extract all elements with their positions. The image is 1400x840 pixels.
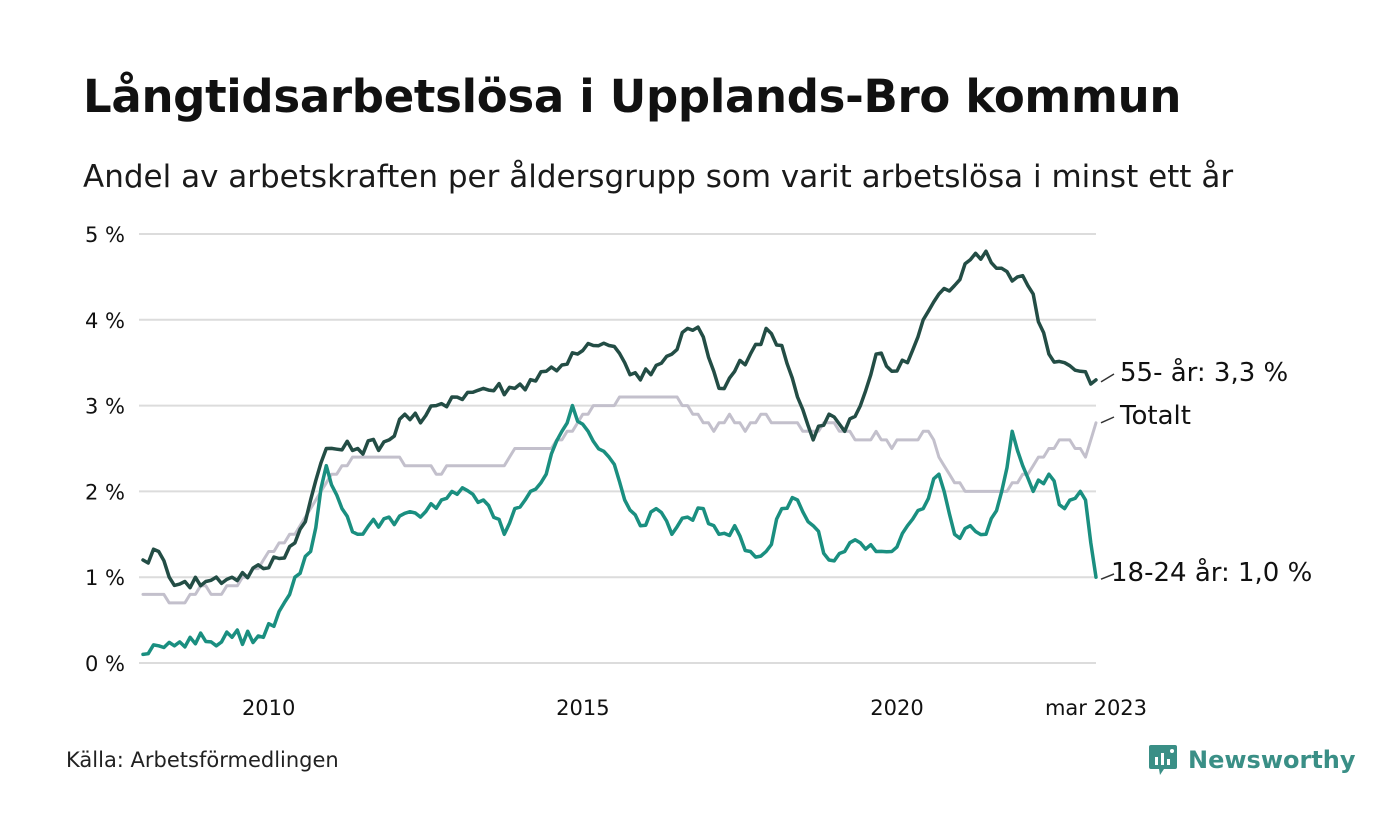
series-end-label: 55- år: 3,3 % bbox=[1120, 357, 1288, 388]
x-tick-label: mar 2023 bbox=[1045, 696, 1147, 720]
x-tick-label: 2015 bbox=[556, 696, 609, 720]
series-line bbox=[141, 403, 1098, 657]
y-tick-label: 5 % bbox=[85, 223, 125, 247]
chart-title: Långtidsarbetslösa i Upplands-Bro kommun bbox=[83, 70, 1182, 123]
x-tick-label: 2020 bbox=[870, 696, 923, 720]
source-note: Källa: Arbetsförmedlingen bbox=[66, 748, 339, 772]
series-end-labels: Totalt 55- år: 3,3 % 18-24 år: 1,0 % bbox=[1100, 357, 1312, 588]
chart-subtitle: Andel av arbetskraften per åldersgrupp s… bbox=[83, 159, 1234, 195]
label-leader-line bbox=[1100, 573, 1115, 580]
y-tick-label: 0 % bbox=[85, 652, 125, 676]
series-end-label: 18-24 år: 1,0 % bbox=[1111, 557, 1312, 588]
x-axis: 2010 2015 2020 mar 2023 bbox=[242, 696, 1147, 720]
brand[interactable]: Newsworthy bbox=[1148, 743, 1356, 777]
brand-name: Newsworthy bbox=[1188, 746, 1356, 774]
y-tick-label: 1 % bbox=[85, 566, 125, 590]
series-line bbox=[141, 395, 1098, 605]
series-line bbox=[141, 249, 1098, 590]
gridlines bbox=[139, 233, 1096, 664]
x-tick-label: 2010 bbox=[242, 696, 295, 720]
series-end-label: Totalt bbox=[1119, 401, 1191, 431]
y-tick-label: 4 % bbox=[85, 309, 125, 333]
y-axis: 0 % 1 % 2 % 3 % 4 % 5 % bbox=[85, 223, 125, 676]
y-tick-label: 2 % bbox=[85, 480, 125, 504]
label-leader-line bbox=[1100, 416, 1115, 424]
newsworthy-logo-icon bbox=[1149, 745, 1177, 775]
label-leader-line bbox=[1100, 373, 1115, 383]
series-lines bbox=[141, 249, 1098, 657]
y-tick-label: 3 % bbox=[85, 395, 125, 419]
